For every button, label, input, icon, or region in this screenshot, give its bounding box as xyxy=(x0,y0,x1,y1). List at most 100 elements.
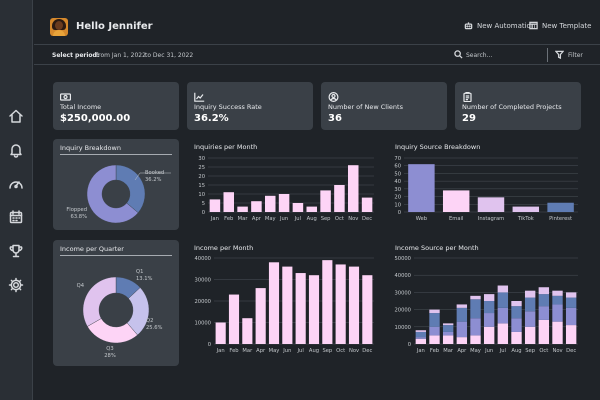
bar-segment xyxy=(524,311,536,327)
x-tick-label: Mar xyxy=(443,348,454,354)
new-template-label: New Template xyxy=(542,21,592,30)
y-tick-label: 40000 xyxy=(394,273,411,279)
clipboard-icon xyxy=(462,87,473,103)
x-tick-label: Dec xyxy=(362,348,372,354)
x-tick-label: Feb xyxy=(229,348,239,354)
y-tick-label: 50 xyxy=(394,171,401,177)
bar-segment xyxy=(415,330,427,332)
bar xyxy=(477,197,505,212)
x-tick-label: Nov xyxy=(349,348,359,354)
bar xyxy=(237,206,248,212)
bell-icon[interactable] xyxy=(8,142,24,158)
bar-segment xyxy=(538,294,550,307)
new-automation-button[interactable]: New Automation xyxy=(464,21,535,30)
kpi-label: Number of New Clients xyxy=(328,103,403,111)
income-per-quarter-card: Income per Quarter Q1 13.1% Q2 25.6% Q3 28% Q4 xyxy=(53,240,179,366)
x-tick-label: May xyxy=(265,216,276,222)
gauge-icon[interactable] xyxy=(8,176,24,192)
bar xyxy=(334,185,345,212)
kpi-total-income: Total Income $250,000.00 xyxy=(53,82,179,130)
bar xyxy=(209,199,221,212)
bar-segment xyxy=(456,337,468,344)
new-template-button[interactable]: New Template xyxy=(529,21,591,30)
filter-icon[interactable] xyxy=(555,50,564,59)
y-tick-label: 15 xyxy=(198,183,205,189)
bar xyxy=(292,203,304,212)
y-tick-label: 10000 xyxy=(194,321,211,327)
bar xyxy=(306,206,318,212)
bar xyxy=(295,273,306,344)
bar-segment xyxy=(565,297,577,308)
bar-segment xyxy=(565,325,577,344)
y-tick-label: 25 xyxy=(198,165,205,171)
slice-label: Q2 xyxy=(146,318,153,324)
search-icon[interactable] xyxy=(454,50,463,59)
bar xyxy=(278,194,290,212)
y-tick-label: 70 xyxy=(394,156,401,162)
bar-segment xyxy=(511,318,522,332)
bar-segment xyxy=(456,307,468,322)
slice-label: Flopped xyxy=(66,207,87,213)
period-from[interactable]: from Jan 1, 2022 xyxy=(96,52,146,59)
chart-title: Inquiry Source Breakdown xyxy=(395,143,481,151)
y-tick-label: 20000 xyxy=(194,299,211,305)
kpi-completed-projects: Number of Completed Projects 29 xyxy=(455,82,581,130)
filter-bar: Select period: from Jan 1, 2022 to Dec 3… xyxy=(34,44,600,65)
kpi-value: 36 xyxy=(328,113,342,124)
x-tick-label: Mar xyxy=(242,348,253,354)
x-tick-label: TikTok xyxy=(517,216,534,222)
period-to[interactable]: to Dec 31, 2022 xyxy=(145,52,194,59)
bar-segment xyxy=(429,313,440,327)
y-tick-label: 40000 xyxy=(194,256,211,262)
bar-segment xyxy=(429,335,440,344)
x-tick-label: Apr xyxy=(252,216,262,222)
bar-segment xyxy=(565,307,577,326)
chart-title: Income Source per Month xyxy=(395,244,479,252)
gear-icon[interactable] xyxy=(8,277,24,293)
bar xyxy=(282,266,293,344)
bar-segment xyxy=(415,331,427,338)
filter-button[interactable]: Filter xyxy=(568,52,583,59)
y-tick-label: 5 xyxy=(202,201,205,207)
home-icon[interactable] xyxy=(8,108,24,124)
bar-segment xyxy=(456,321,468,338)
trophy-icon[interactable] xyxy=(8,243,24,259)
kpi-new-clients: Number of New Clients 36 xyxy=(321,82,447,130)
bar-segment xyxy=(483,326,495,344)
calendar-icon[interactable] xyxy=(8,209,24,225)
y-tick-label: 20 xyxy=(394,195,401,201)
money-icon xyxy=(60,87,72,101)
bar-segment xyxy=(565,292,577,298)
bar xyxy=(347,165,359,212)
search-input[interactable]: Search... xyxy=(466,52,493,59)
x-tick-label: Jul xyxy=(297,348,304,354)
chart-title: Income per Quarter xyxy=(60,245,124,253)
x-tick-label: Sep xyxy=(321,216,331,222)
pie-slice xyxy=(82,276,117,327)
chart-title: Income per Month xyxy=(194,244,254,252)
y-tick-label: 0 xyxy=(202,210,205,216)
inquiries-per-month-chart: 0 5 10 15 20 25 30 Jan Feb Mar Apr May Jun Jul Aug Sep O… xyxy=(198,156,374,222)
kpi-label: Number of Completed Projects xyxy=(462,103,562,111)
x-tick-label: Aug xyxy=(307,216,317,222)
pie-slice xyxy=(86,164,139,224)
x-tick-label: Pinterest xyxy=(549,216,572,222)
slice-label: Booked xyxy=(145,170,164,176)
bar-segment xyxy=(511,306,522,319)
avatar[interactable] xyxy=(50,18,68,36)
x-tick-label: Instagram xyxy=(478,216,504,222)
bar xyxy=(348,266,360,344)
income-per-month-chart: 0 10000 20000 30000 40000 Jan Feb Mar Apr May Jun J… xyxy=(194,256,374,354)
x-tick-label: Jan xyxy=(216,348,225,354)
x-tick-label: Sep xyxy=(322,348,332,354)
sidebar xyxy=(0,0,33,400)
bar xyxy=(251,201,262,212)
x-tick-label: Apr xyxy=(256,348,266,354)
x-tick-label: Dec xyxy=(566,348,576,354)
x-tick-label: Email xyxy=(449,216,463,222)
bar-segment xyxy=(442,335,454,344)
chart-trend-icon xyxy=(194,87,205,102)
x-tick-label: Jul xyxy=(499,348,506,354)
bar-segment xyxy=(456,304,468,308)
